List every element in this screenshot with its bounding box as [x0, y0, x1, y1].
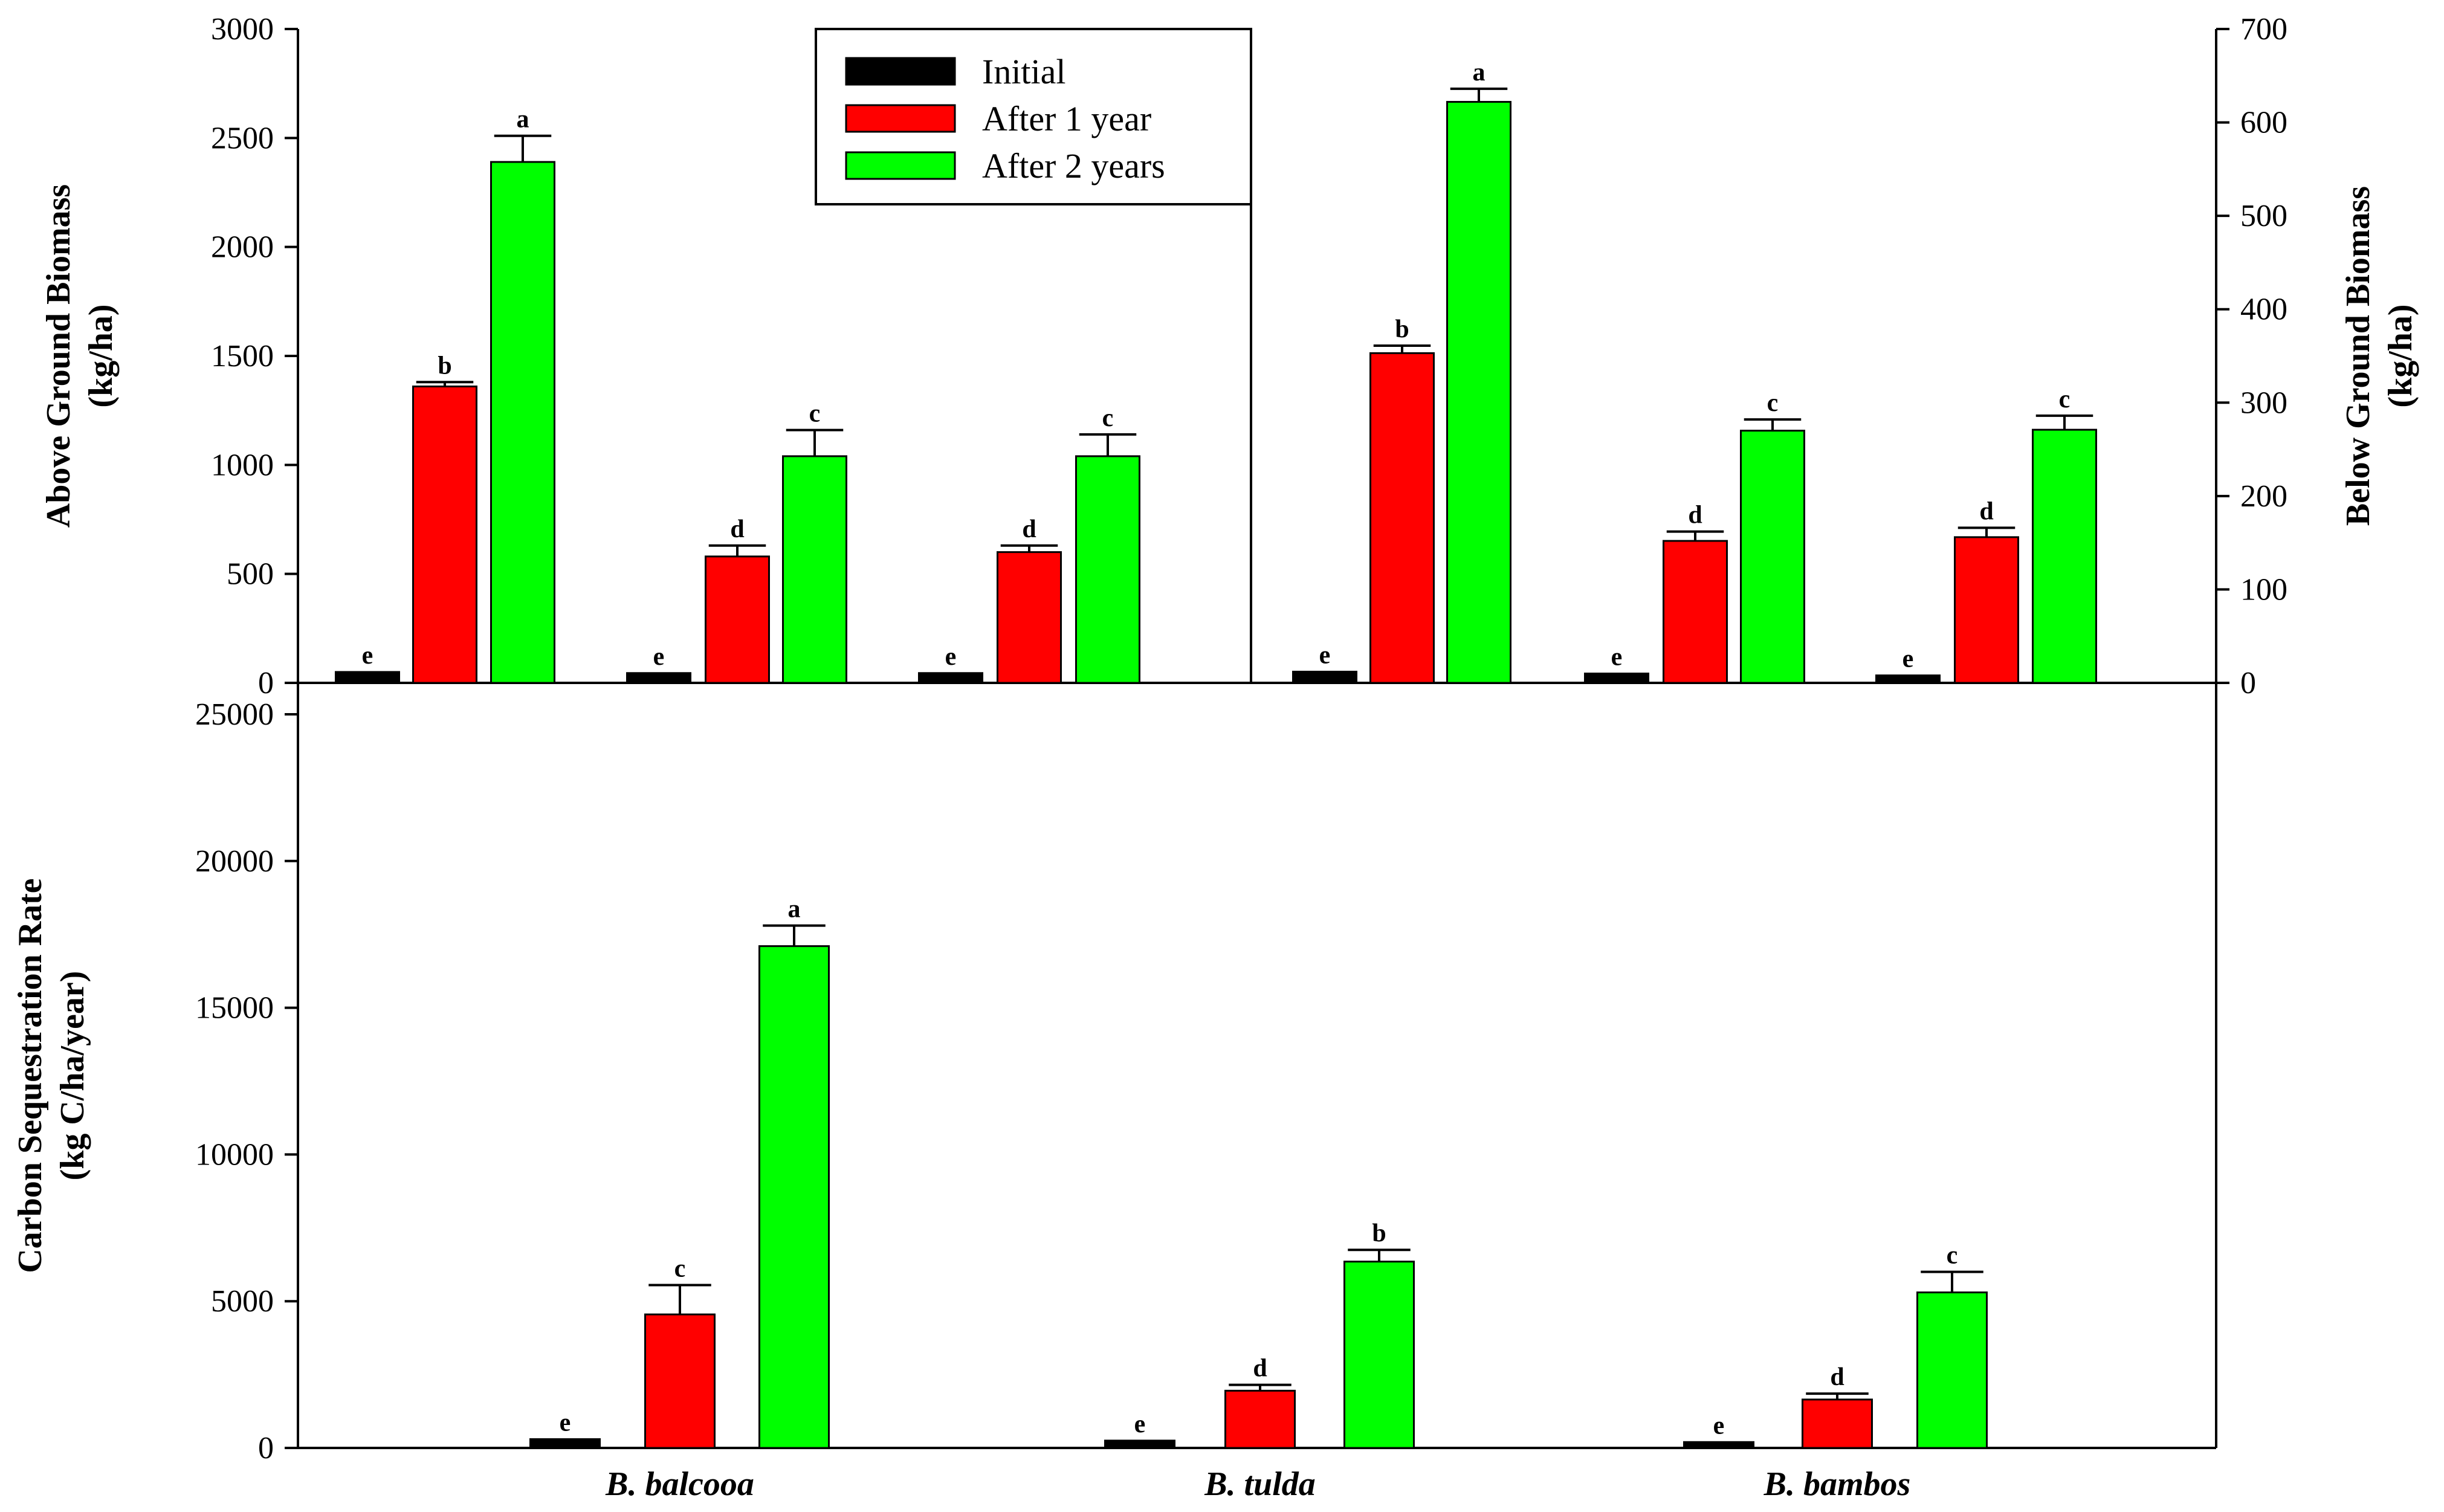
category-label: B. tulda [1204, 1465, 1316, 1503]
carbon-seq-significance-label: d [1253, 1355, 1267, 1383]
below-ground-significance-label: d [1688, 502, 1702, 529]
below-ground-significance-label: d [1979, 497, 1993, 525]
above-ground-significance-label: a [517, 106, 529, 134]
below-ground-significance-label: e [1903, 645, 1914, 673]
below-ground-bar [1875, 674, 1941, 684]
carbon-seq-ylabel-line1: Carbon Sequestration Rate [11, 878, 49, 1273]
above-ground-tick-label: 1500 [211, 339, 274, 373]
below-ground-bar [1663, 540, 1728, 684]
carbon-seq-tick-label: 10000 [195, 1137, 274, 1172]
carbon-seq-bar [1683, 1441, 1754, 1449]
below-ground-tick-label: 400 [2240, 292, 2287, 327]
carbon-seq-tick-label: 15000 [195, 991, 274, 1026]
legend-label: After 2 years [982, 146, 1165, 186]
above-ground-bar [997, 551, 1062, 684]
legend-swatch [845, 104, 956, 133]
below-ground-bar [1446, 101, 1511, 684]
below-ground-bar [1740, 430, 1805, 684]
carbon-seq-bar [529, 1438, 601, 1449]
below-ground-bar [2032, 428, 2097, 684]
above-ground-significance-label: d [1022, 515, 1036, 543]
above-ground-bar [1075, 455, 1140, 684]
below-ground-bar [1292, 670, 1357, 684]
below-ground-significance-label: e [1611, 644, 1623, 671]
above-ground-tick-label: 0 [258, 666, 274, 700]
below-ground-bar [1584, 673, 1649, 684]
above-ground-significance-label: b [438, 352, 451, 380]
above-ground-significance-label: e [945, 643, 957, 671]
below-ground-ylabel-line1: Below Ground Biomass [2339, 186, 2377, 526]
below-ground-significance-label: e [1319, 641, 1331, 669]
below-ground-tick-label: 600 [2240, 106, 2287, 140]
above-ground-tick-label: 2000 [211, 230, 274, 265]
below-ground-significance-label: c [1767, 389, 1779, 417]
above-ground-significance-label: d [730, 515, 744, 543]
carbon-seq-bar [758, 945, 830, 1449]
below-ground-bar [1954, 536, 2019, 684]
carbon-seq-significance-label: e [1713, 1412, 1725, 1439]
above-ground-bar [782, 455, 847, 684]
legend-swatch [845, 151, 956, 180]
above-ground-significance-label: c [1102, 404, 1114, 432]
carbon-seq-bar [1224, 1389, 1296, 1449]
carbon-seq-bar [1802, 1398, 1873, 1449]
above-ground-ylabel-line1: Above Ground Biomass [40, 184, 77, 528]
carbon-seq-tick-label: 25000 [195, 697, 274, 732]
below-ground-tick-label: 700 [2240, 12, 2287, 47]
above-ground-bar [335, 671, 400, 684]
above-ground-bar [490, 161, 555, 684]
above-ground-ylabel-line2: (kg/ha) [82, 304, 120, 407]
below-ground-tick-label: 200 [2240, 479, 2287, 514]
below-ground-tick-label: 500 [2240, 199, 2287, 233]
carbon-seq-significance-label: b [1372, 1220, 1386, 1247]
carbon-seq-bar [1916, 1291, 1988, 1449]
legend-label: Initial [982, 52, 1066, 91]
legend-swatch [845, 57, 956, 86]
carbon-seq-significance-label: e [560, 1409, 571, 1436]
above-ground-significance-label: e [362, 642, 373, 670]
carbon-seq-significance-label: d [1830, 1363, 1844, 1391]
carbon-seq-significance-label: e [1134, 1410, 1146, 1438]
carbon-seq-ylabel-line2: (kg C/ha/year) [54, 971, 91, 1181]
legend-label: After 1 year [982, 99, 1151, 138]
above-ground-significance-label: c [809, 400, 821, 428]
below-ground-tick-label: 300 [2240, 386, 2287, 420]
above-ground-bar [705, 555, 770, 684]
below-ground-significance-label: b [1395, 315, 1409, 343]
carbon-seq-significance-label: a [788, 896, 801, 923]
above-ground-tick-label: 500 [227, 557, 274, 592]
carbon-seq-bar [644, 1313, 716, 1449]
below-ground-significance-label: a [1473, 59, 1485, 86]
below-ground-tick-label: 100 [2240, 572, 2287, 607]
category-label: B. bambos [1763, 1465, 1911, 1503]
below-ground-bar [1369, 352, 1435, 684]
carbon-seq-bar [1104, 1439, 1175, 1449]
above-ground-bar [626, 672, 691, 684]
above-ground-significance-label: e [653, 643, 665, 671]
carbon-seq-tick-label: 0 [258, 1431, 274, 1465]
carbon-seq-tick-label: 5000 [211, 1284, 274, 1319]
carbon-seq-significance-label: c [1947, 1242, 1958, 1270]
below-ground-tick-label: 0 [2240, 666, 2256, 700]
above-ground-bar [412, 385, 477, 684]
below-ground-ylabel-line2: (kg/ha) [2382, 304, 2419, 407]
carbon-seq-bar [1343, 1261, 1415, 1449]
above-ground-tick-label: 3000 [211, 12, 274, 47]
above-ground-tick-label: 2500 [211, 121, 274, 155]
below-ground-significance-label: c [2059, 386, 2071, 413]
carbon-seq-significance-label: c [674, 1255, 686, 1282]
above-ground-bar [918, 672, 983, 684]
carbon-seq-tick-label: 20000 [195, 844, 274, 879]
above-ground-tick-label: 1000 [211, 448, 274, 482]
category-label: B. balcooa [605, 1465, 754, 1503]
